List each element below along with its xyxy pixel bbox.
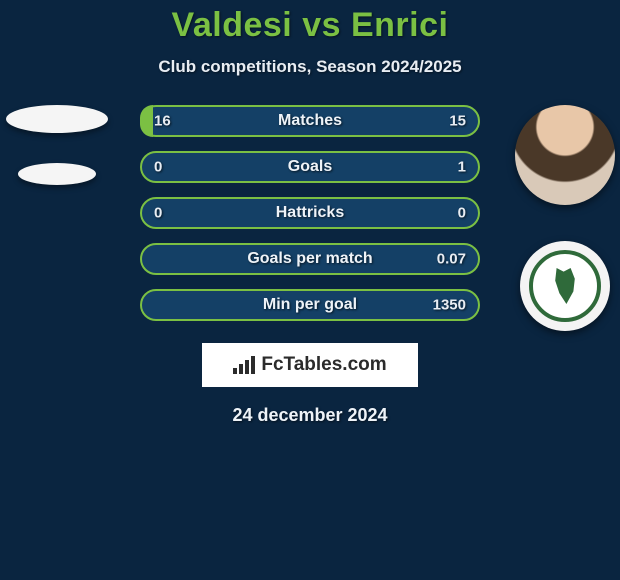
club-badge-ring [529,250,601,322]
stat-value-right: 0 [458,205,466,222]
stat-value-right: 15 [449,113,466,130]
club-badge-wolf-icon [551,268,579,304]
stats-list: 16 Matches 15 0 Goals 1 0 Hattricks 0 Goals per m… [140,105,480,321]
player1-avatar [6,105,108,133]
stat-value-left: 0 [154,159,162,176]
stat-label: Hattricks [276,204,344,222]
stat-row: 0 Hattricks 0 [140,197,480,229]
stat-label: Goals per match [247,250,372,268]
right-column [510,105,620,331]
stat-value-right: 0.07 [437,251,466,268]
player2-avatar [515,105,615,205]
left-column [2,105,112,185]
stat-value-left: 0 [154,205,162,222]
player1-name: Valdesi [172,6,293,44]
player2-club-icon [520,241,610,331]
stat-fill-left [140,105,153,137]
fctables-logo: FcTables.com [202,343,418,387]
stat-label: Min per goal [263,296,357,314]
stat-value-right: 1 [458,159,466,176]
player1-club-icon [18,163,96,185]
logo-text: FcTables.com [261,354,386,376]
stat-value-left: 16 [154,113,171,130]
stat-row: Goals per match 0.07 [140,243,480,275]
player2-name: Enrici [351,6,448,44]
date-text: 24 december 2024 [0,405,620,426]
page-title: Valdesi vs Enrici [0,0,620,45]
bar-chart-icon [233,356,255,374]
stat-label: Goals [288,158,332,176]
vs-text: vs [302,6,341,44]
stat-label: Matches [278,112,342,130]
main-area: 16 Matches 15 0 Goals 1 0 Hattricks 0 Goals per m… [0,105,620,321]
stat-value-right: 1350 [433,297,466,314]
subtitle: Club competitions, Season 2024/2025 [0,57,620,77]
stat-row: Min per goal 1350 [140,289,480,321]
stat-row: 16 Matches 15 [140,105,480,137]
stat-row: 0 Goals 1 [140,151,480,183]
